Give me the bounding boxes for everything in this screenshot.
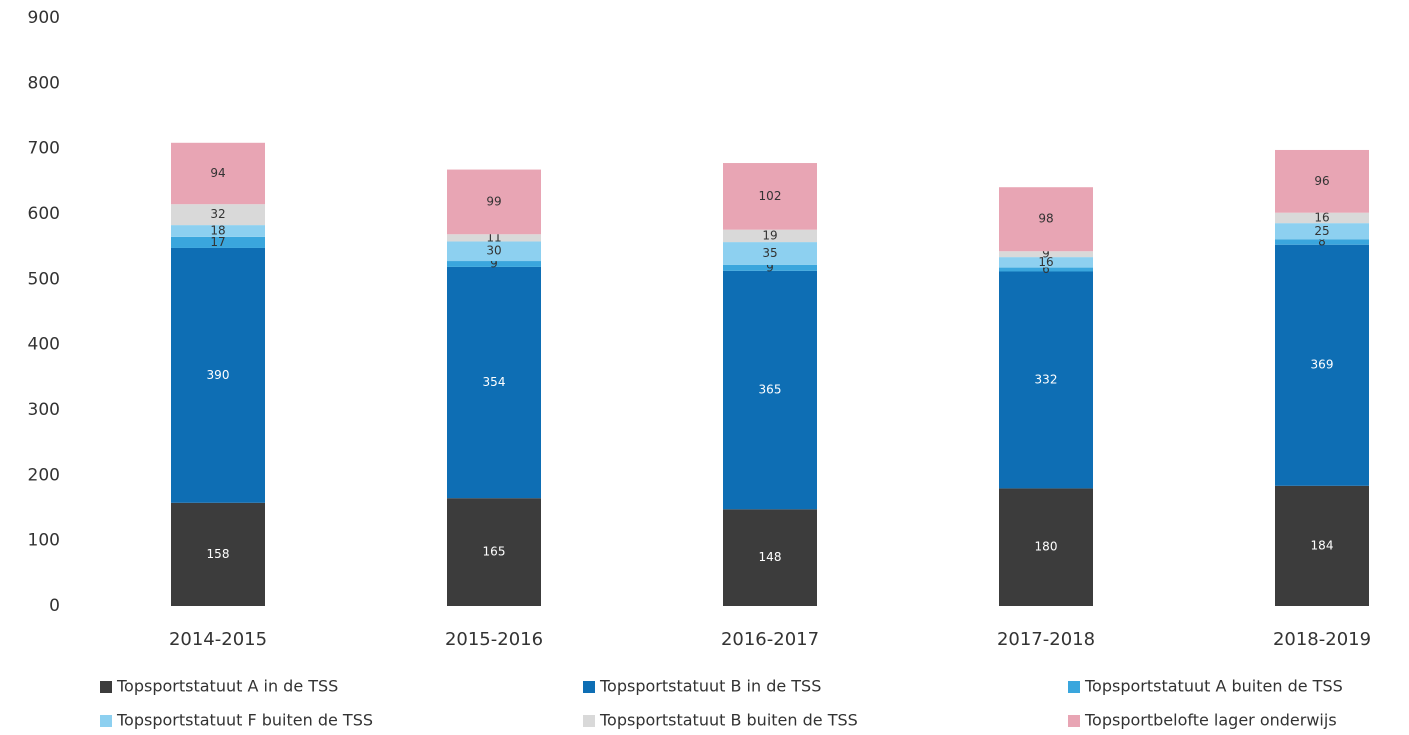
bar-segment (723, 163, 817, 230)
legend-label: Topsportstatuut B in de TSS (599, 677, 821, 696)
bar-segment (447, 261, 541, 267)
bar-segment (447, 266, 541, 499)
legend-label: Topsportstatuut B buiten de TSS (599, 711, 858, 730)
bar-segment (447, 241, 541, 262)
x-tick-label: 2018-2019 (1273, 629, 1371, 650)
value-label: 17 (210, 235, 225, 249)
y-tick-label: 900 (28, 8, 60, 28)
value-label: 30 (486, 244, 501, 258)
value-label: 9 (490, 256, 498, 270)
legend-label: Topsportstatuut F buiten de TSS (116, 711, 373, 730)
bar-segment (723, 229, 817, 243)
bar-segment (723, 264, 817, 271)
y-tick-label: 800 (28, 73, 60, 93)
legend-label: Topsportbelofte lager onderwijs (1084, 711, 1337, 730)
value-label: 102 (759, 189, 782, 203)
value-label: 158 (207, 547, 230, 561)
bar-segment (723, 242, 817, 265)
bar-segment (171, 142, 265, 205)
value-label: 369 (1311, 358, 1334, 372)
value-label: 16 (1314, 210, 1329, 224)
bar-segment (171, 502, 265, 606)
value-label: 9 (766, 260, 774, 274)
bar-segment (1275, 244, 1369, 486)
y-tick-label: 600 (28, 204, 60, 224)
bar-segment (999, 187, 1093, 252)
x-tick-label: 2015-2016 (445, 629, 543, 650)
value-label: 180 (1035, 540, 1058, 554)
value-label: 9 (1042, 247, 1050, 261)
y-tick-label: 400 (28, 335, 60, 355)
bar-segment (999, 271, 1093, 489)
legend-label: Topsportstatuut A in de TSS (116, 677, 338, 696)
value-label: 98 (1038, 212, 1053, 226)
bar-segment (1275, 485, 1369, 606)
y-tick-label: 500 (28, 269, 60, 289)
bar-segment (1275, 212, 1369, 224)
x-tick-label: 2017-2018 (997, 629, 1095, 650)
value-label: 332 (1035, 372, 1058, 386)
value-label: 18 (210, 223, 225, 237)
x-tick-label: 2014-2015 (169, 629, 267, 650)
legend-swatch (100, 681, 112, 693)
bar-segment (171, 225, 265, 237)
value-label: 99 (486, 194, 501, 208)
bar-segment (171, 236, 265, 248)
legend-swatch (1068, 681, 1080, 693)
legend-swatch (1068, 715, 1080, 727)
value-label: 32 (210, 207, 225, 221)
y-tick-label: 700 (28, 139, 60, 159)
bar-segment (723, 509, 817, 606)
bar-segment (999, 267, 1093, 272)
bar-segment (999, 251, 1093, 258)
y-tick-label: 300 (28, 400, 60, 420)
legend-swatch (583, 715, 595, 727)
bar-segment (447, 498, 541, 606)
bar-segment (171, 247, 265, 503)
legend-swatch (583, 681, 595, 693)
value-label: 25 (1314, 224, 1329, 238)
value-label: 16 (1038, 255, 1053, 269)
value-label: 184 (1311, 538, 1334, 552)
value-label: 365 (759, 383, 782, 397)
value-label: 6 (1042, 262, 1050, 276)
value-label: 390 (207, 368, 230, 382)
legend-label: Topsportstatuut A buiten de TSS (1084, 677, 1343, 696)
bar-segment (1275, 239, 1369, 245)
value-label: 148 (759, 550, 782, 564)
bar-segment (723, 270, 817, 510)
value-label: 94 (210, 166, 225, 180)
value-label: 8 (1318, 235, 1326, 249)
y-tick-label: 100 (28, 531, 60, 551)
bar-segment (1275, 149, 1369, 213)
y-tick-label: 200 (28, 465, 60, 485)
bar-segment (1275, 223, 1369, 240)
bar-segment (999, 257, 1093, 268)
value-label: 35 (762, 246, 777, 260)
value-label: 354 (483, 375, 506, 389)
bar-segment (171, 204, 265, 226)
legend-swatch (100, 715, 112, 727)
value-label: 96 (1314, 174, 1329, 188)
value-label: 165 (483, 545, 506, 559)
bar-segment (999, 488, 1093, 606)
value-label: 19 (762, 228, 777, 242)
bar-segment (447, 234, 541, 242)
bar-segment (447, 169, 541, 235)
x-tick-label: 2016-2017 (721, 629, 819, 650)
y-tick-label: 0 (49, 596, 60, 616)
